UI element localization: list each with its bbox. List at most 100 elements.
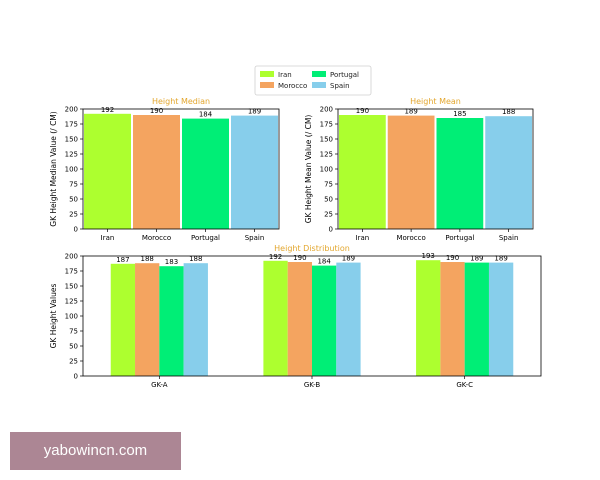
mean-title: Height Mean xyxy=(410,97,461,106)
distribution-bar-gk-c-morocco xyxy=(440,262,465,376)
distribution-bar-gk-b-spain xyxy=(336,262,361,376)
median-xtick-label: Portugal xyxy=(191,234,220,242)
chart-height-median: 0 25 50 75 100 125 150 175 200 Height Median GK He… xyxy=(49,97,280,242)
median-value-label: 184 xyxy=(199,111,213,119)
distribution-bar-gk-c-iran xyxy=(416,260,441,376)
distribution-value-label: 188 xyxy=(189,255,202,263)
distribution-ytick-label: 25 xyxy=(69,358,78,366)
distribution-value-label: 183 xyxy=(165,258,178,266)
median-xtick-label: Iran xyxy=(101,234,115,242)
median-xtick-label: Spain xyxy=(245,234,265,242)
legend-swatch-spain xyxy=(312,82,326,88)
distribution-bar-gk-a-portugal xyxy=(159,266,184,376)
distribution-bar-gk-b-iran xyxy=(263,260,288,376)
median-ytick-label: 0 xyxy=(74,226,78,234)
median-xtick-label: Morocco xyxy=(142,234,171,242)
watermark: yabowincn.com xyxy=(10,432,181,470)
distribution-value-label: 190 xyxy=(293,254,306,262)
median-title: Height Median xyxy=(152,97,210,106)
mean-ytick-label: 150 xyxy=(320,136,333,144)
distribution-bar-gk-c-portugal xyxy=(464,262,489,376)
chart-height-distribution: 0 25 50 75 100 125 150 175 200 Height Distributio… xyxy=(49,244,542,389)
mean-ytick-label: 0 xyxy=(329,226,333,234)
legend-label-portugal: Portugal xyxy=(330,71,359,79)
legend-swatch-iran xyxy=(260,71,274,77)
distribution-ytick-label: 75 xyxy=(69,328,78,336)
mean-ytick-label: 125 xyxy=(320,151,333,159)
distribution-ytick-label: 200 xyxy=(65,253,78,261)
median-bar-spain xyxy=(231,115,278,229)
median-ytick-label: 150 xyxy=(65,136,78,144)
distribution-bar-gk-a-iran xyxy=(110,263,136,376)
distribution-bar-gk-a-spain xyxy=(183,263,208,376)
distribution-ytick-label: 0 xyxy=(74,373,78,381)
mean-bar-iran xyxy=(339,115,386,229)
distribution-value-label: 184 xyxy=(317,258,331,266)
distribution-value-label: 189 xyxy=(470,255,483,263)
mean-xtick-label: Portugal xyxy=(445,234,474,242)
distribution-xtick-label: GK-C xyxy=(456,381,473,389)
mean-xtick-label: Iran xyxy=(356,234,370,242)
mean-plot-frame xyxy=(337,108,534,230)
distribution-ytick-label: 150 xyxy=(65,283,78,291)
distribution-xtick-label: GK-A xyxy=(151,381,168,389)
legend: Iran Morocco Portugal Spain xyxy=(254,65,372,96)
median-bar-morocco xyxy=(133,115,180,229)
distribution-title: Height Distribution xyxy=(274,244,350,253)
median-bar-portugal xyxy=(182,118,229,229)
distribution-ytick-label: 175 xyxy=(65,268,78,276)
distribution-value-label: 188 xyxy=(140,255,153,263)
mean-ytick-label: 200 xyxy=(320,106,333,114)
mean-value-label: 190 xyxy=(356,107,369,115)
median-value-label: 192 xyxy=(101,106,114,114)
distribution-bar-gk-a-morocco xyxy=(135,263,160,376)
median-ytick-label: 25 xyxy=(69,211,78,219)
distribution-value-label: 189 xyxy=(494,255,507,263)
median-ytick-label: 100 xyxy=(65,166,78,174)
chart-height-mean: 0 25 50 75 100 125 150 175 200 Height Mean GK Heig… xyxy=(304,97,534,242)
mean-ytick-label: 50 xyxy=(324,196,333,204)
mean-ytick-label: 75 xyxy=(324,181,333,189)
mean-value-label: 189 xyxy=(404,108,417,116)
legend-swatch-portugal xyxy=(312,71,326,77)
distribution-xtick-label: GK-B xyxy=(304,381,321,389)
mean-ytick-label: 25 xyxy=(324,211,333,219)
mean-ylabel: GK Height Mean Value (/ CM) xyxy=(304,115,313,224)
distribution-bar-gk-b-portugal xyxy=(312,265,337,376)
median-ytick-label: 200 xyxy=(65,106,78,114)
mean-bar-morocco xyxy=(387,115,435,229)
median-bar-iran xyxy=(84,113,131,229)
median-plot-frame xyxy=(82,108,280,230)
distribution-ylabel: GK Height Values xyxy=(49,284,58,349)
legend-label-iran: Iran xyxy=(278,71,292,79)
distribution-value-label: 192 xyxy=(269,253,282,261)
distribution-value-label: 190 xyxy=(446,254,459,262)
mean-bar-spain xyxy=(485,116,532,229)
mean-ytick-label: 100 xyxy=(320,166,333,174)
median-ytick-label: 175 xyxy=(65,121,78,129)
distribution-value-label: 189 xyxy=(342,255,355,263)
legend-label-morocco: Morocco xyxy=(278,82,307,90)
distribution-value-label: 187 xyxy=(116,256,129,264)
legend-frame xyxy=(254,65,372,96)
distribution-ytick-label: 50 xyxy=(69,343,78,351)
mean-xtick-label: Morocco xyxy=(396,234,425,242)
distribution-bar-gk-b-morocco xyxy=(287,262,312,376)
legend-swatch-morocco xyxy=(260,82,274,88)
distribution-plot-frame xyxy=(82,255,542,377)
median-ytick-label: 75 xyxy=(69,181,78,189)
mean-value-label: 188 xyxy=(502,108,515,116)
mean-ytick-label: 175 xyxy=(320,121,333,129)
mean-bar-portugal xyxy=(436,118,484,229)
distribution-bar-gk-c-spain xyxy=(488,262,514,376)
legend-label-spain: Spain xyxy=(330,82,350,90)
median-value-label: 190 xyxy=(150,107,163,115)
median-ylabel: GK Height Median Value (/ CM) xyxy=(49,111,58,226)
median-ytick-label: 125 xyxy=(65,151,78,159)
distribution-ytick-label: 100 xyxy=(65,313,78,321)
distribution-ytick-label: 125 xyxy=(65,298,78,306)
mean-value-label: 185 xyxy=(453,110,466,118)
median-value-label: 189 xyxy=(248,108,261,116)
median-ytick-label: 50 xyxy=(69,196,78,204)
